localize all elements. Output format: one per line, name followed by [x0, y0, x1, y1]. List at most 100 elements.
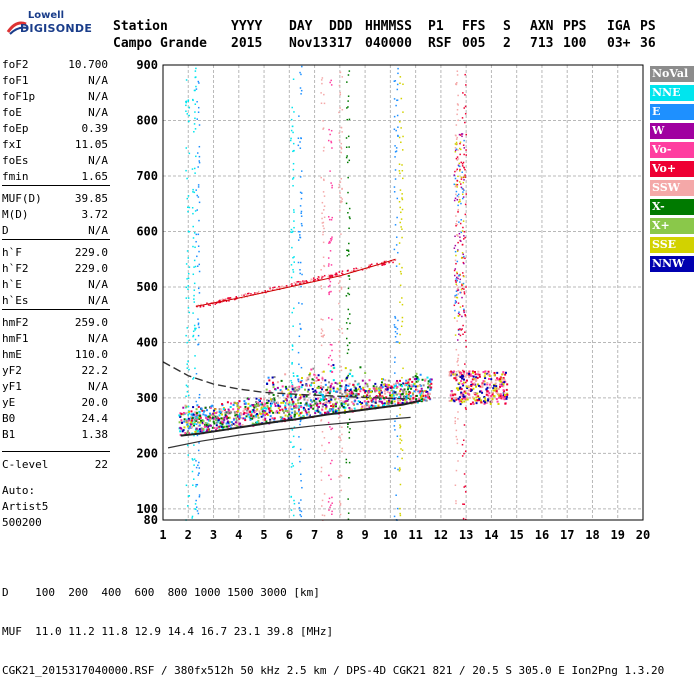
echo-point	[412, 385, 415, 388]
echo-point	[462, 272, 464, 274]
echo-point	[498, 387, 501, 390]
echo-point	[459, 306, 462, 308]
echo-point	[457, 370, 460, 373]
param-divider	[2, 309, 110, 310]
echo-point	[306, 413, 309, 416]
echo-point	[264, 409, 267, 412]
param-name: hmF2	[2, 316, 29, 329]
echo-point	[328, 474, 330, 477]
echo-point	[196, 255, 198, 258]
echo-point	[329, 390, 332, 393]
echo-point	[488, 397, 491, 400]
echo-point	[320, 79, 323, 81]
echo-point	[459, 148, 462, 151]
echo-point	[322, 120, 324, 122]
echo-point	[283, 417, 286, 420]
echo-point	[207, 426, 210, 429]
echo-point	[368, 379, 371, 382]
echo-point	[340, 392, 342, 394]
echo-point	[257, 419, 260, 422]
echo-point	[279, 286, 281, 288]
echo-point	[293, 415, 296, 418]
echo-point	[327, 317, 330, 319]
echo-point	[259, 397, 262, 400]
echo-point	[196, 483, 199, 486]
echo-point	[461, 305, 464, 307]
echo-point	[462, 333, 464, 336]
echo-point	[400, 448, 402, 450]
echo-point	[192, 312, 194, 314]
echo-point	[458, 274, 461, 277]
echo-point	[185, 334, 187, 337]
echo-point	[221, 413, 224, 416]
echo-point	[455, 148, 458, 151]
echo-point	[178, 414, 181, 417]
echo-point	[346, 255, 349, 257]
echo-point	[290, 509, 293, 511]
echo-point	[341, 404, 344, 407]
echo-point	[459, 141, 462, 143]
echo-point	[472, 402, 475, 405]
echo-point	[307, 388, 310, 391]
y-tick-label: 100	[136, 502, 158, 516]
echo-point	[193, 266, 195, 268]
echo-point	[457, 193, 460, 196]
echo-point	[348, 431, 351, 434]
echo-point	[332, 403, 335, 406]
echo-point	[390, 396, 393, 399]
echo-point	[463, 235, 465, 237]
echo-point	[418, 398, 421, 401]
echo-point	[460, 176, 463, 179]
echo-point	[489, 386, 492, 389]
echo-point	[503, 393, 506, 396]
echo-point	[474, 399, 477, 402]
echo-point	[465, 84, 467, 86]
echo-point	[340, 151, 342, 154]
echo-point	[399, 221, 402, 224]
echo-point	[340, 200, 342, 202]
echo-point	[222, 421, 225, 424]
echo-point	[322, 178, 325, 181]
echo-point	[191, 417, 194, 420]
echo-point	[396, 415, 398, 417]
echo-point	[464, 485, 467, 487]
echo-point	[321, 222, 324, 224]
echo-point	[459, 328, 461, 330]
echo-point	[301, 384, 304, 387]
echo-point	[193, 444, 195, 446]
echo-point	[341, 270, 344, 272]
echo-point	[350, 408, 353, 411]
echo-point	[475, 402, 478, 405]
echo-point	[321, 499, 324, 502]
legend-item-xplus: X+	[650, 218, 694, 234]
echo-point	[405, 398, 408, 401]
echo-point	[285, 402, 288, 405]
echo-point	[456, 198, 459, 201]
echo-point	[185, 405, 188, 408]
echo-point	[282, 401, 285, 404]
echo-point	[226, 417, 229, 420]
echo-point	[188, 409, 190, 412]
echo-point	[299, 234, 301, 236]
echo-point	[339, 107, 341, 109]
echo-point	[297, 280, 300, 283]
echo-point	[281, 409, 284, 412]
echo-point	[180, 419, 183, 422]
echo-point	[317, 276, 320, 278]
echo-point	[457, 302, 460, 304]
echo-point	[347, 398, 350, 401]
echo-point	[236, 411, 239, 414]
echo-point	[211, 415, 214, 418]
echo-point	[412, 376, 415, 379]
echo-point	[354, 380, 357, 383]
echo-point	[456, 143, 458, 145]
echo-point	[397, 341, 399, 343]
echo-point	[291, 402, 294, 405]
echo-point	[207, 415, 210, 418]
echo-point	[256, 404, 259, 407]
echo-point	[386, 390, 389, 393]
echo-point	[464, 381, 467, 384]
echo-point	[240, 297, 243, 299]
echo-point	[354, 394, 357, 397]
echo-point	[374, 401, 377, 404]
